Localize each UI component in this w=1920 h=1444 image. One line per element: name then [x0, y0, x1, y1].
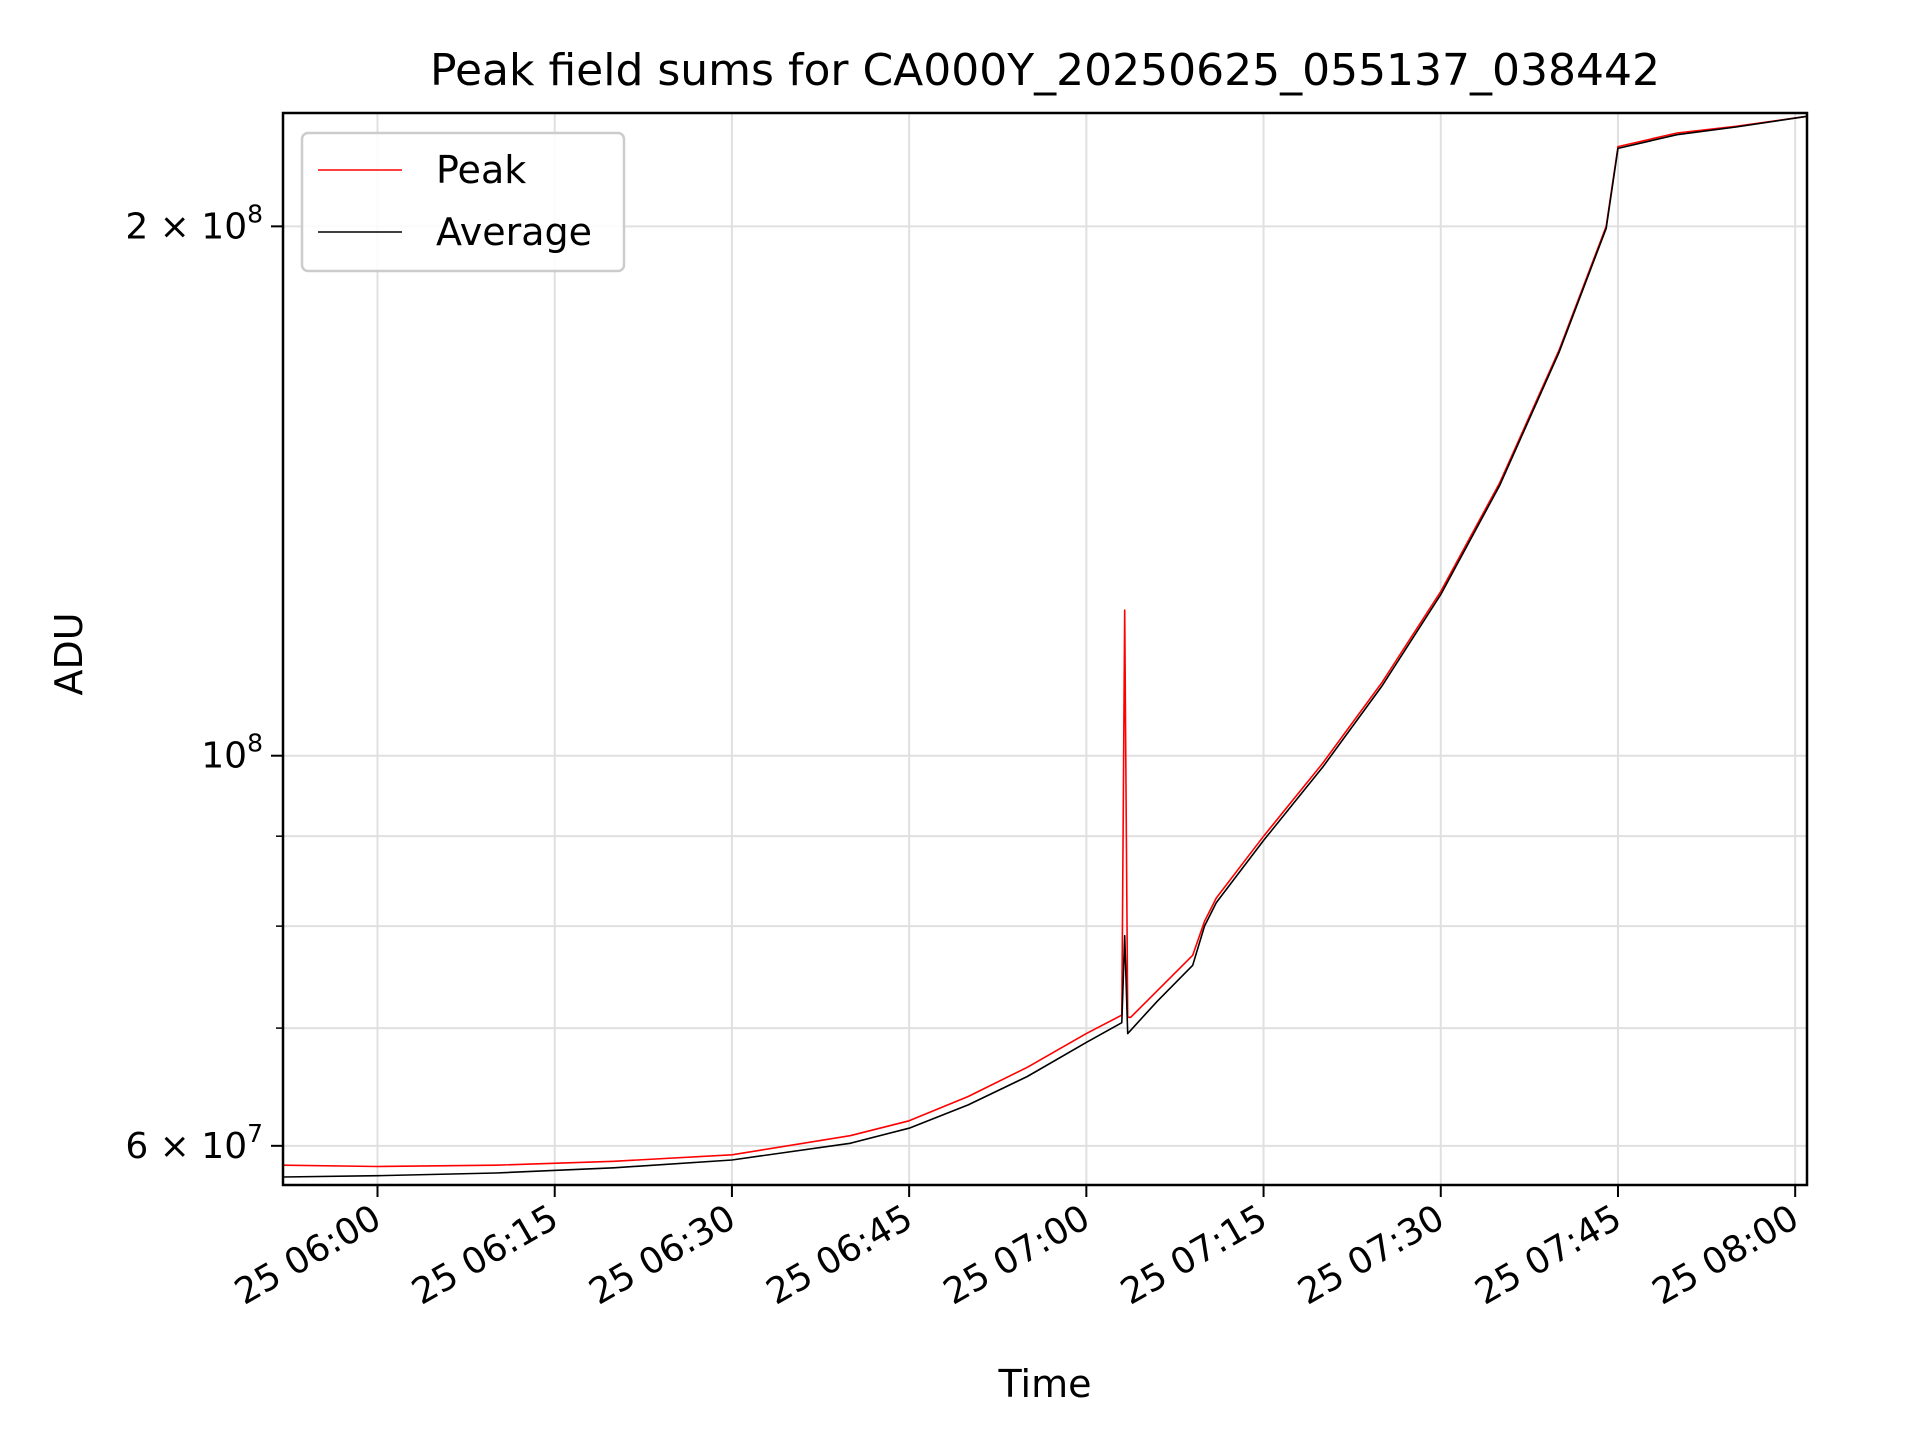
x-tick-label: 25 07:30 — [1291, 1197, 1451, 1313]
series-line-average — [282, 115, 1808, 1178]
y-tick-label-base: 6 × 10 — [125, 1126, 247, 1167]
y-tick-label: 108 — [201, 729, 263, 777]
legend-label-peak: Peak — [436, 148, 526, 192]
legend-label-average: Average — [436, 210, 592, 254]
chart-title: Peak field sums for CA000Y_20250625_0551… — [430, 45, 1660, 96]
x-tick-label: 25 08:00 — [1646, 1197, 1806, 1313]
series-lines — [282, 115, 1808, 1178]
y-tick-label-base: 10 — [201, 736, 247, 777]
y-tick-label-base: 2 × 10 — [125, 206, 247, 247]
legend: Peak Average — [300, 131, 626, 273]
legend-box — [300, 131, 626, 273]
x-tick-label: 25 07:45 — [1469, 1197, 1629, 1313]
y-axis-label: ADU — [47, 612, 91, 695]
x-tick-label: 25 06:00 — [228, 1197, 388, 1313]
x-axis-label: Time — [998, 1362, 1092, 1406]
x-tick-label: 25 07:00 — [937, 1197, 1097, 1313]
y-tick-label: 6 × 107 — [125, 1119, 263, 1167]
y-tick-label-exponent: 8 — [247, 199, 263, 228]
x-tick-label: 25 06:45 — [760, 1197, 920, 1313]
y-tick-label-exponent: 7 — [247, 1119, 263, 1148]
x-tick-label: 25 07:15 — [1114, 1197, 1274, 1313]
y-tick-label-exponent: 8 — [247, 729, 263, 758]
x-tick-label: 25 06:30 — [583, 1197, 743, 1313]
grid-lines — [283, 113, 1807, 1185]
x-tick-label: 25 06:15 — [405, 1197, 565, 1313]
plot-area-frame — [281, 111, 1809, 1187]
series-line-peak — [282, 115, 1808, 1168]
y-tick-label: 2 × 108 — [125, 199, 263, 247]
